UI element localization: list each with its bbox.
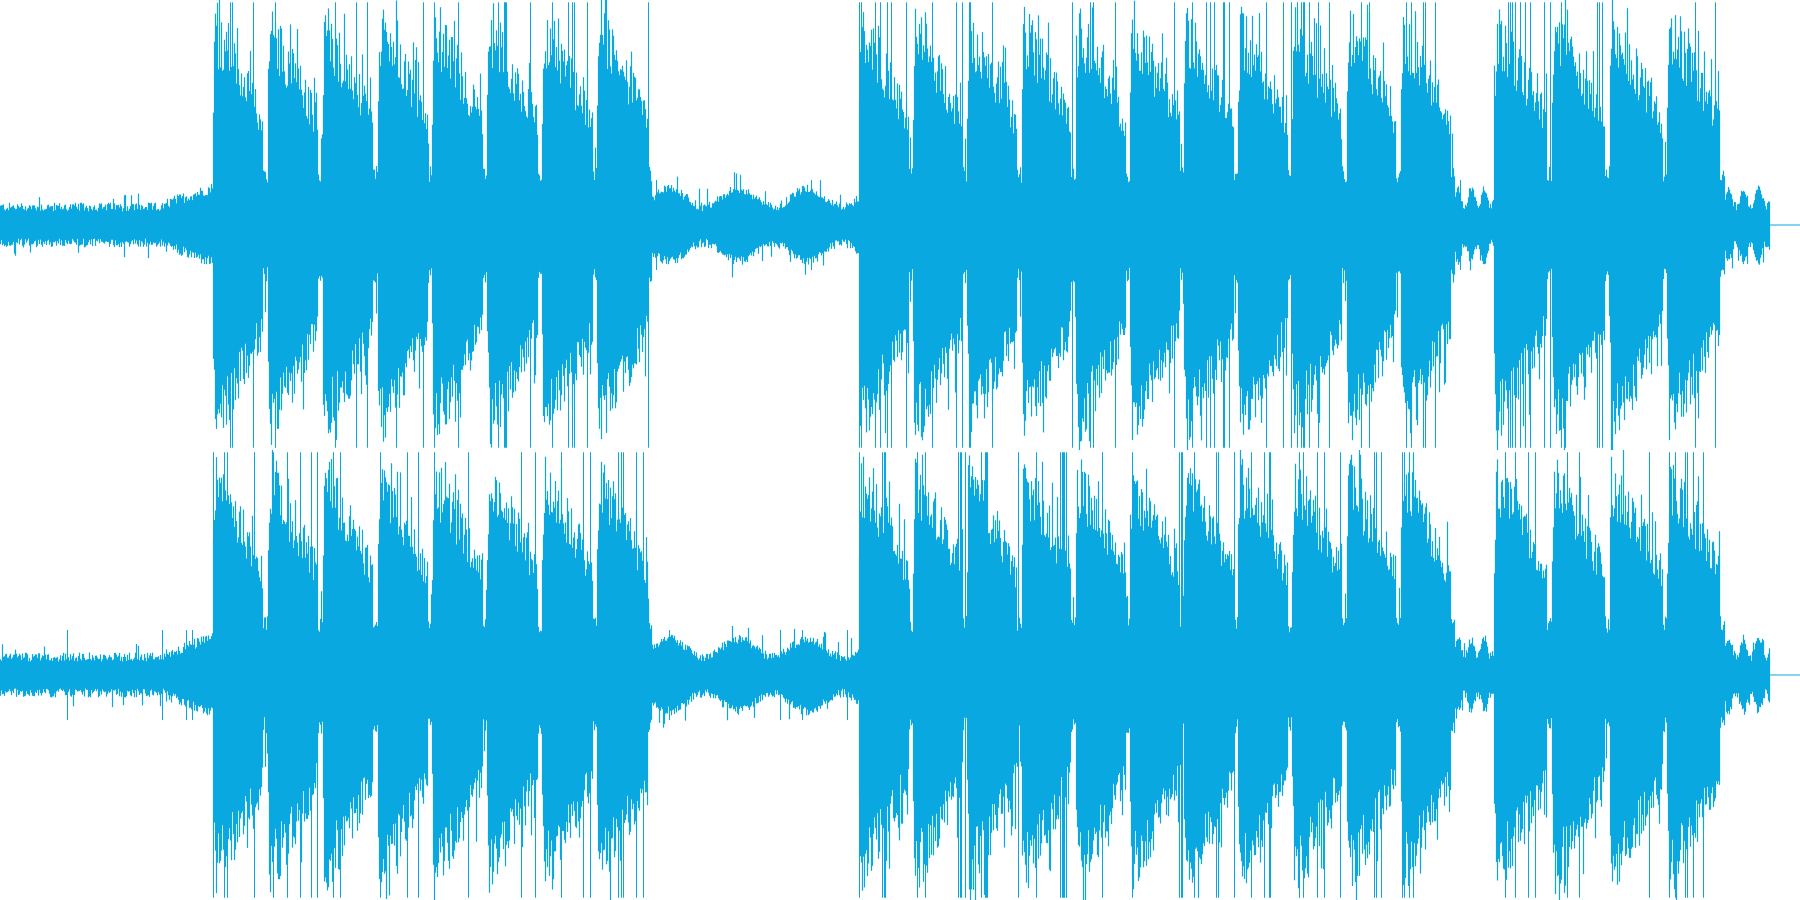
waveform-channel-left: [0, 0, 1800, 450]
waveform-transients: [230, 2, 1716, 448]
waveform-channel-right: [0, 450, 1800, 900]
waveform-trace: [0, 0, 1771, 450]
waveform-transients: [67, 452, 1704, 898]
